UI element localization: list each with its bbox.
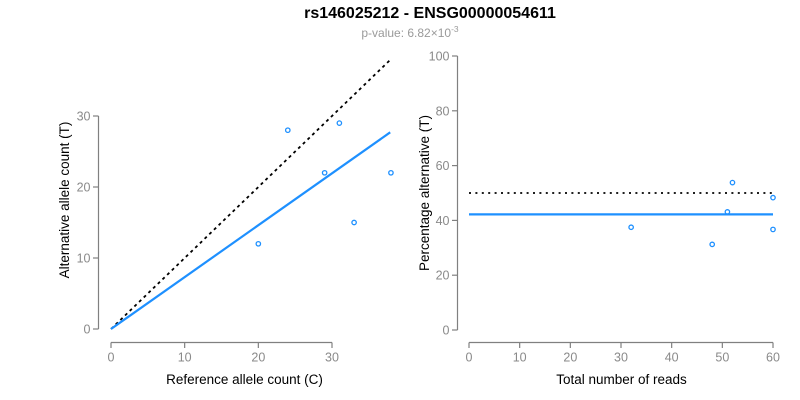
data-point: [729, 179, 736, 186]
x-axis-title: Reference allele count (C): [166, 372, 323, 387]
y-tick-label: 40: [436, 214, 450, 228]
x-tick-label: 40: [665, 351, 679, 365]
data-point: [284, 127, 291, 134]
y-tick-label: 10: [77, 252, 91, 266]
y-tick-label: 0: [443, 324, 450, 338]
fitted-proportion-line: [110, 131, 391, 330]
identity-line: [110, 59, 391, 330]
y-axis-title: Percentage alternative (T): [417, 115, 432, 271]
figure-title: rs146025212 - ENSG00000054611: [304, 5, 556, 22]
data-point: [724, 209, 731, 215]
y-tick-label: 20: [77, 181, 91, 195]
data-point: [388, 169, 394, 176]
x-axis-title: Total number of reads: [556, 372, 687, 387]
x-tick-label: 20: [563, 351, 577, 365]
data-point: [709, 241, 716, 248]
x-tick-label: 10: [178, 351, 192, 365]
pvalue-text: p-value: 6.82×10: [361, 26, 452, 40]
data-point: [628, 224, 634, 231]
y-axis-title: Alternative allele count (T): [57, 122, 72, 279]
y-tick-label: 100: [429, 50, 450, 64]
data-point: [351, 219, 357, 226]
x-tick-label: 0: [466, 351, 473, 365]
y-tick-label: 30: [77, 110, 91, 124]
data-point: [770, 226, 776, 233]
x-tick-label: 0: [108, 351, 115, 365]
x-tick-label: 20: [251, 351, 265, 365]
y-tick-label: 0: [84, 323, 91, 337]
x-tick-label: 30: [325, 351, 339, 365]
percentage-vs-reads-scatter-panel: 0 10 20 30 40 50 60 0 20 40 60 80 100 Total number of…: [417, 50, 780, 388]
pvalue-exponent: -3: [451, 24, 459, 34]
data-point: [336, 120, 343, 126]
data-point: [321, 169, 328, 176]
figure-subtitle: p-value: 6.82×10-3: [361, 24, 458, 40]
y-tick-label: 20: [436, 269, 450, 283]
data-point: [255, 240, 262, 247]
x-tick-label: 10: [513, 351, 527, 365]
x-tick-label: 50: [715, 351, 729, 365]
x-tick-label: 60: [766, 351, 780, 365]
x-tick-label: 30: [614, 351, 628, 365]
data-point: [770, 194, 776, 201]
y-tick-label: 80: [436, 104, 450, 118]
y-tick-label: 60: [436, 159, 450, 173]
